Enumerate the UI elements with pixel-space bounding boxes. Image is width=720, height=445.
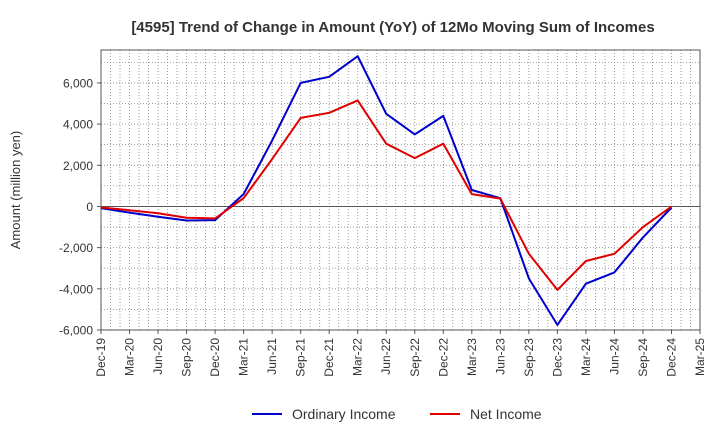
legend-label: Net Income — [470, 406, 542, 422]
x-tick-label: Sep-20 — [180, 338, 194, 377]
plot-background — [101, 50, 700, 330]
x-tick-label: Dec-23 — [550, 338, 564, 377]
x-tick-label: Mar-23 — [465, 338, 479, 376]
y-tick-label: -4,000 — [59, 282, 93, 296]
y-tick-label: -2,000 — [59, 241, 93, 255]
plot-area: -6,000 -4,000 -2,000 0 2,000 4,000 6,000 Dec-19… — [59, 49, 707, 377]
y-tick-label: 2,000 — [63, 159, 93, 173]
chart-title: [4595] Trend of Change in Amount (YoY) o… — [131, 19, 654, 36]
legend-label: Ordinary Income — [292, 406, 396, 422]
plot-frame — [100, 49, 701, 331]
x-tick-label: Dec-22 — [436, 338, 450, 377]
x-tick-label: Sep-23 — [522, 338, 536, 377]
x-tick-label: Dec-21 — [322, 338, 336, 377]
x-tick-label: Mar-25 — [693, 338, 707, 376]
y-tick-label: -6,000 — [59, 324, 93, 338]
x-tick-label: Jun-23 — [493, 338, 507, 375]
series-line-net-income — [100, 99, 673, 291]
x-tick-label: Jun-22 — [379, 338, 393, 375]
y-tick-label: 4,000 — [63, 118, 93, 132]
x-tick-label: Jun-24 — [607, 338, 621, 375]
x-tick-label: Sep-21 — [294, 338, 308, 377]
legend: Ordinary Income Net Income — [252, 406, 542, 422]
x-tick-label: Jun-20 — [151, 338, 165, 375]
x-tick-label: Jun-21 — [265, 338, 279, 375]
series-line-ordinary-income — [100, 55, 673, 326]
y-tick-label: 6,000 — [63, 76, 93, 90]
x-tick-label: Sep-24 — [636, 338, 650, 377]
x-tick-label: Dec-24 — [664, 338, 678, 377]
x-tick-label: Mar-22 — [351, 338, 365, 376]
x-tick-label: Dec-20 — [208, 338, 222, 377]
x-tick-label: Sep-22 — [408, 338, 422, 377]
y-tick-label: 0 — [86, 200, 93, 214]
x-tick-label: Dec-19 — [94, 338, 108, 377]
y-axis-label: Amount (million yen) — [8, 131, 23, 250]
x-tick-label: Mar-24 — [579, 338, 593, 376]
x-tick-label: Mar-20 — [123, 338, 137, 376]
x-tick-label: Mar-21 — [237, 338, 251, 376]
